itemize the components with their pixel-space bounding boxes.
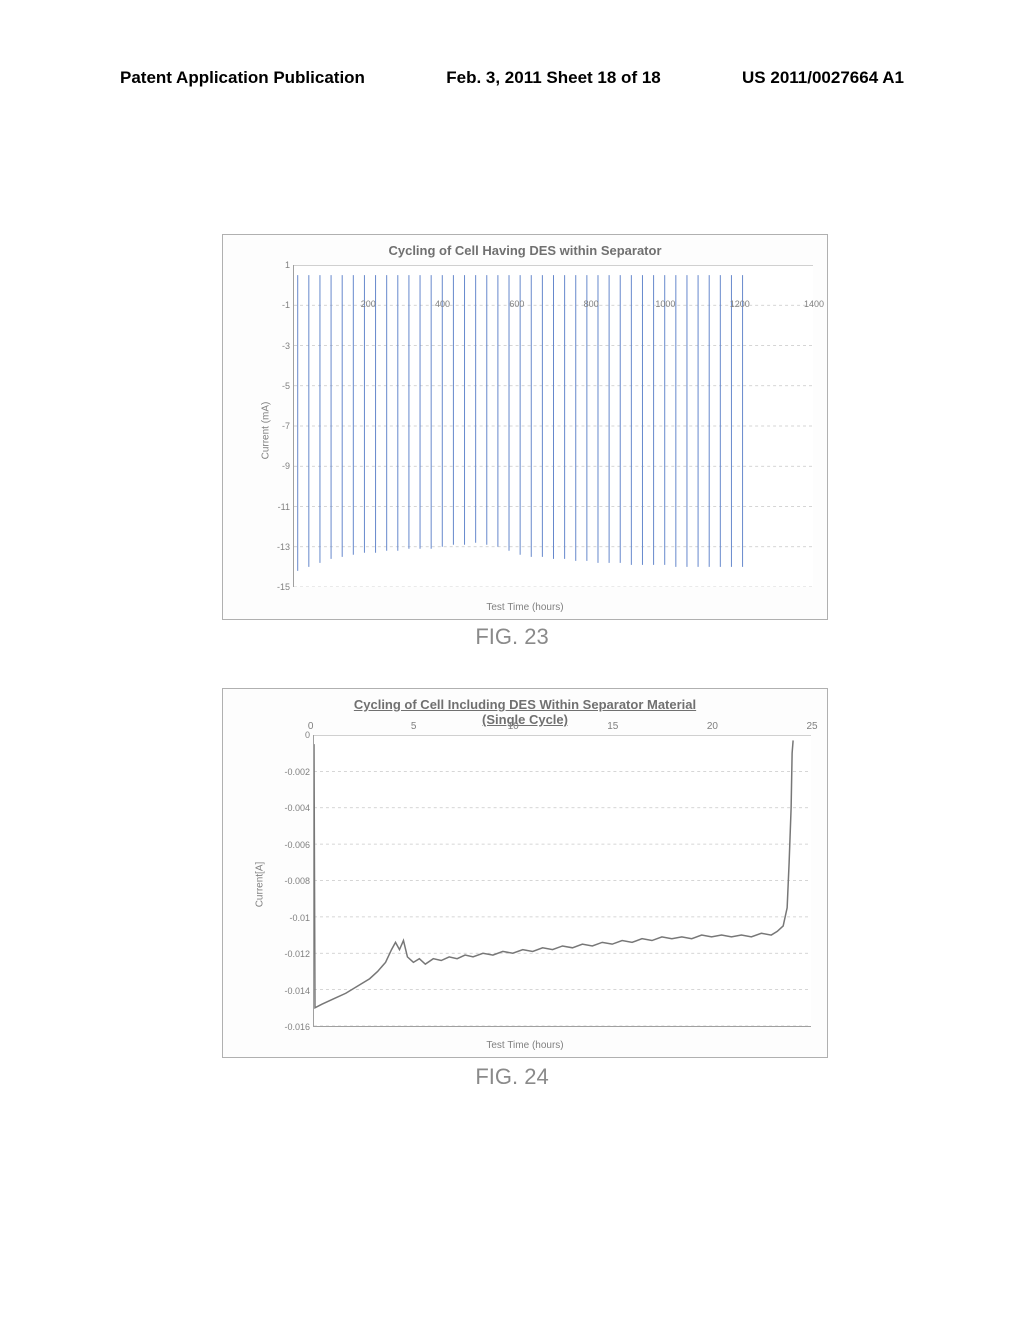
fig24-ytick: -0.016 xyxy=(284,1022,314,1032)
fig24-ytick: -0.004 xyxy=(284,803,314,813)
fig23-caption: FIG. 23 xyxy=(475,624,548,650)
fig24-xtick: 20 xyxy=(707,721,718,734)
fig23-title: Cycling of Cell Having DES within Separa… xyxy=(223,235,827,262)
fig23-ytick: -13 xyxy=(277,542,294,552)
fig24-xtick: 5 xyxy=(411,721,417,734)
fig23-ytick: -15 xyxy=(277,582,294,592)
fig24-xtick: 0 xyxy=(308,721,314,734)
fig23-xtick: 600 xyxy=(509,299,524,309)
page-header: Patent Application Publication Feb. 3, 2… xyxy=(0,68,1024,88)
fig23-plot-area: 1-1-3-5-7-9-11-13-1520040060080010001200… xyxy=(293,265,813,587)
fig23-xtick: 1000 xyxy=(655,299,675,309)
fig24-xtick: 15 xyxy=(607,721,618,734)
fig23-ylabel: Current (mA) xyxy=(260,402,271,460)
fig23-xtick: 1200 xyxy=(730,299,750,309)
fig23-xtick: 200 xyxy=(361,299,376,309)
fig24-title-l1: Cycling of Cell Including DES Within Sep… xyxy=(354,697,696,712)
header-right: US 2011/0027664 A1 xyxy=(742,68,904,88)
fig23-xtick: 1400 xyxy=(804,299,824,309)
fig24-ytick: -0.014 xyxy=(284,986,314,996)
fig24-xtick: 25 xyxy=(806,721,817,734)
fig23-svg xyxy=(294,265,813,587)
fig24-xtick: 10 xyxy=(508,721,519,734)
fig23-xtick: 800 xyxy=(584,299,599,309)
fig24-ytick: -0.006 xyxy=(284,840,314,850)
fig23-ytick: -9 xyxy=(282,461,294,471)
header-left: Patent Application Publication xyxy=(120,68,365,88)
fig23-xtick: 400 xyxy=(435,299,450,309)
fig24-ytick: -0.008 xyxy=(284,876,314,886)
fig24-ytick: -0.002 xyxy=(284,767,314,777)
fig24-ytick: -0.01 xyxy=(289,913,314,923)
fig23-chart: Cycling of Cell Having DES within Separa… xyxy=(222,234,828,620)
fig23-ytick: -1 xyxy=(282,300,294,310)
fig24-plot-area: 0-0.002-0.004-0.006-0.008-0.01-0.012-0.0… xyxy=(313,735,811,1027)
fig23-ytick: -7 xyxy=(282,421,294,431)
fig24-title-l2: (Single Cycle) xyxy=(482,712,568,727)
fig24-caption: FIG. 24 xyxy=(475,1064,548,1090)
fig24-chart: Cycling of Cell Including DES Within Sep… xyxy=(222,688,828,1058)
fig24-svg xyxy=(314,735,811,1026)
fig24-ylabel: Current[A] xyxy=(254,862,265,908)
fig23-xlabel: Test Time (hours) xyxy=(486,602,563,613)
fig24-xlabel: Test Time (hours) xyxy=(486,1040,563,1051)
fig23-ytick: 1 xyxy=(285,260,294,270)
header-center: Feb. 3, 2011 Sheet 18 of 18 xyxy=(446,68,661,88)
fig23-ytick: -11 xyxy=(278,502,294,512)
fig24-ytick: -0.012 xyxy=(284,949,314,959)
fig23-ytick: -3 xyxy=(282,341,294,351)
fig23-ytick: -5 xyxy=(282,381,294,391)
